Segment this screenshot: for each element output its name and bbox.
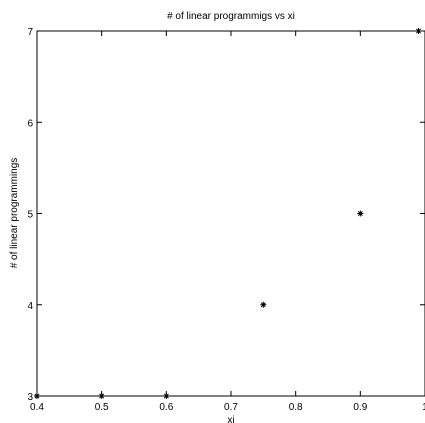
y-tick-label: 4 bbox=[27, 301, 33, 312]
plot-area bbox=[36, 30, 425, 397]
x-tick-label: 0.8 bbox=[289, 402, 303, 413]
y-tick-label: 7 bbox=[27, 27, 33, 38]
x-axis-label: xi bbox=[227, 415, 234, 423]
chart-title: # of linear programmigs vs xi bbox=[167, 11, 295, 22]
data-series bbox=[34, 28, 422, 399]
data-point bbox=[260, 301, 267, 308]
x-tick-label: 0.9 bbox=[353, 402, 367, 413]
data-point bbox=[34, 393, 40, 399]
y-axis: 3 4 5 6 7 bbox=[27, 27, 425, 403]
y-tick-label: 6 bbox=[27, 118, 33, 129]
x-tick-label: 1 bbox=[422, 402, 425, 413]
x-tick-label: 0.4 bbox=[30, 402, 44, 413]
data-point bbox=[98, 393, 105, 399]
y-axis-label: # of linear programmings bbox=[9, 158, 20, 269]
x-axis: 0.4 0.5 0.6 0.7 0.8 0.9 1 bbox=[30, 31, 425, 413]
x-tick-label: 0.6 bbox=[159, 402, 173, 413]
x-tick-label: 0.5 bbox=[95, 402, 109, 413]
data-point bbox=[163, 393, 170, 399]
data-point bbox=[357, 210, 364, 217]
y-tick-label: 5 bbox=[27, 210, 33, 221]
x-tick-label: 0.7 bbox=[224, 402, 238, 413]
data-point bbox=[415, 28, 422, 34]
y-tick-label: 3 bbox=[27, 392, 33, 403]
